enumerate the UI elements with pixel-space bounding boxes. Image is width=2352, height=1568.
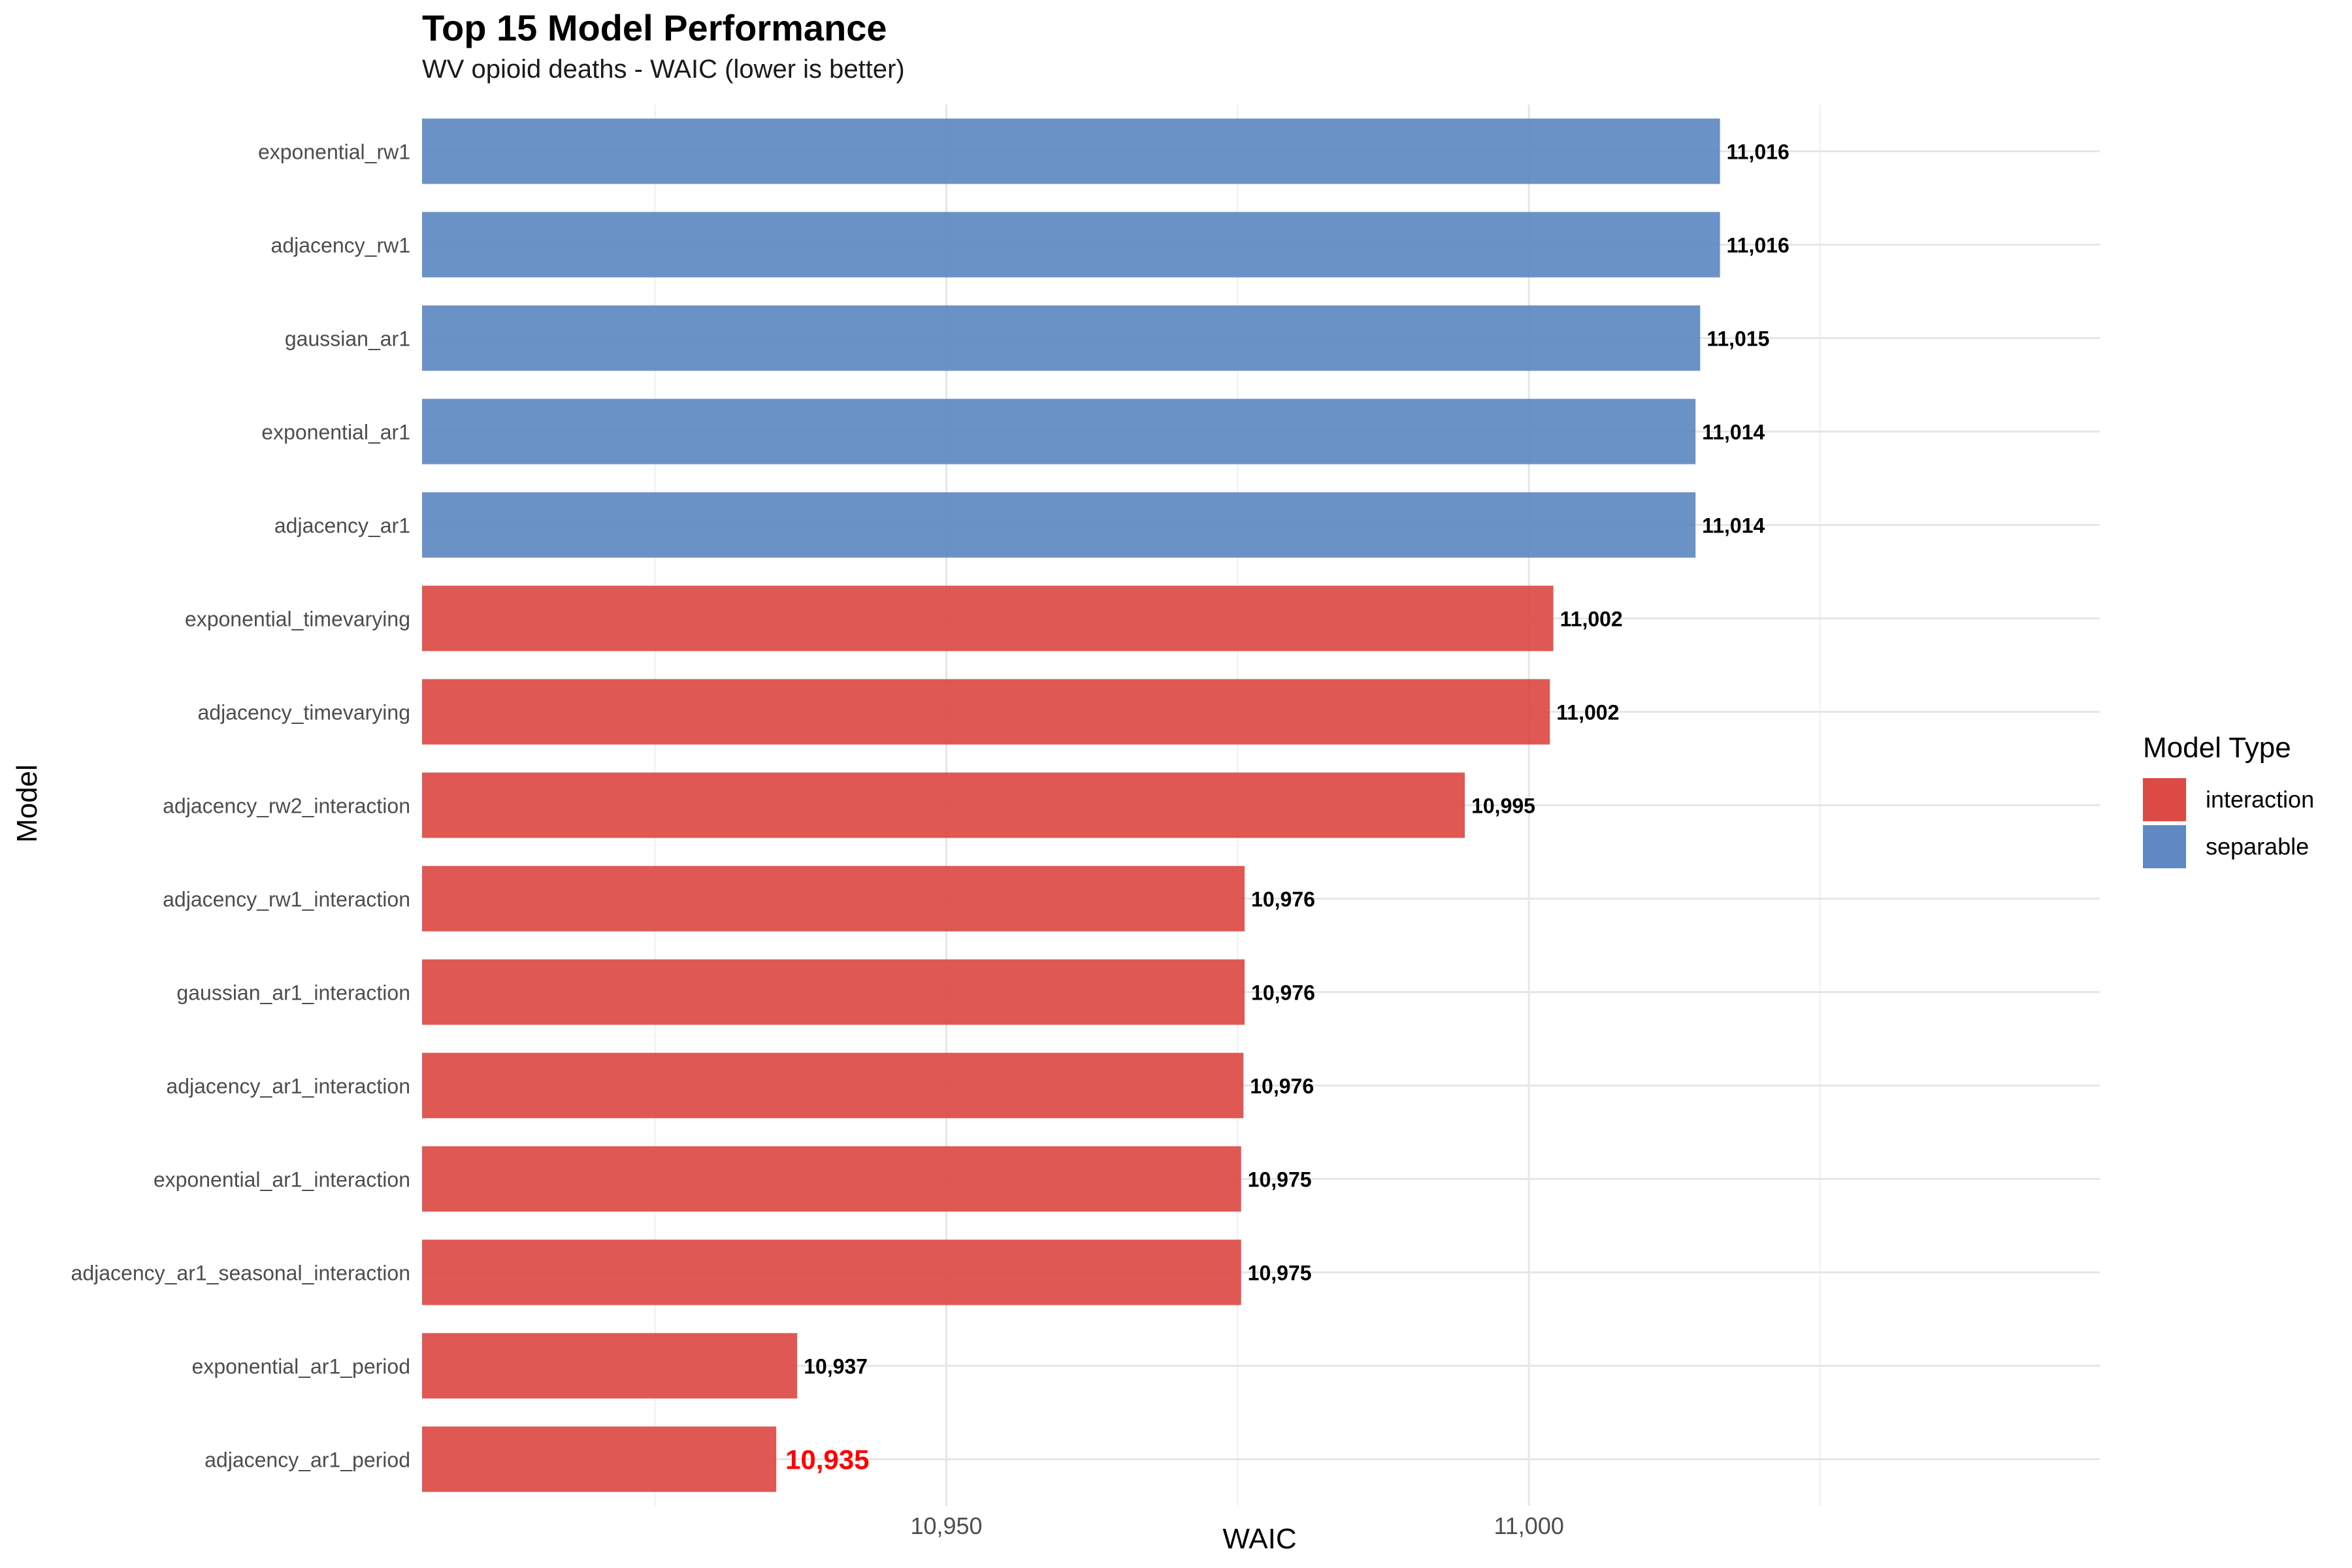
y-tick-label: gaussian_ar1	[285, 327, 410, 351]
data-label: 10,976	[1251, 981, 1315, 1005]
y-tick-label: exponential_timevarying	[185, 608, 410, 631]
legend-item-separable: separable	[2143, 823, 2314, 870]
chart-title: Top 15 Model Performance	[422, 7, 887, 48]
data-label: 11,014	[1702, 421, 1765, 444]
data-label: 10,975	[1248, 1262, 1312, 1285]
y-tick-label: adjacency_ar1	[274, 514, 410, 538]
y-tick-label: adjacency_rw1_interaction	[163, 888, 410, 911]
bar	[422, 118, 1720, 184]
bar	[422, 492, 1696, 558]
x-tick-label: 11,000	[1494, 1512, 1563, 1539]
data-label: 10,976	[1250, 1075, 1314, 1098]
data-label: 11,002	[1560, 608, 1623, 631]
data-label: 10,976	[1251, 888, 1315, 911]
bar	[422, 212, 1720, 278]
bar	[422, 305, 1701, 371]
legend-key-separable	[2143, 825, 2186, 868]
bar	[422, 1239, 1241, 1305]
bar	[422, 866, 1245, 932]
y-tick-label: adjacency_ar1_interaction	[166, 1075, 410, 1098]
bar	[422, 959, 1245, 1025]
bar	[422, 772, 1465, 838]
data-label: 11,016	[1727, 234, 1789, 257]
chart-subtitle: WV opioid deaths - WAIC (lower is better…	[422, 55, 905, 84]
data-label: 11,016	[1727, 140, 1789, 164]
y-tick-label: adjacency_ar1_seasonal_interaction	[71, 1262, 410, 1285]
data-label: 11,015	[1707, 327, 1769, 351]
x-tick-label: 10,950	[910, 1512, 982, 1539]
bar	[422, 1053, 1244, 1119]
y-tick-label: adjacency_timevarying	[198, 701, 411, 725]
legend-label: separable	[2206, 833, 2310, 860]
y-tick-label: exponential_ar1	[261, 421, 410, 444]
legend-key-interaction	[2143, 778, 2186, 821]
legend-label: interaction	[2206, 786, 2315, 813]
y-tick-label: exponential_ar1_interaction	[154, 1168, 410, 1192]
bar	[422, 1333, 798, 1399]
data-label: 10,935	[785, 1445, 869, 1475]
data-label: 11,002	[1556, 701, 1619, 725]
bar	[422, 585, 1554, 651]
legend: Model Type interaction separable	[2143, 732, 2314, 870]
legend-title: Model Type	[2143, 732, 2291, 764]
y-tick-label: gaussian_ar1_interaction	[176, 981, 410, 1005]
data-label: 11,014	[1702, 514, 1765, 538]
bar	[422, 1426, 777, 1492]
legend-item-interaction: interaction	[2143, 776, 2314, 823]
bar	[422, 399, 1696, 465]
y-tick-label: adjacency_rw1	[271, 234, 410, 257]
bar	[422, 679, 1550, 745]
data-label: 10,937	[804, 1355, 868, 1379]
bar	[422, 1146, 1241, 1212]
y-tick-label: adjacency_rw2_interaction	[163, 794, 410, 818]
data-label: 10,995	[1471, 794, 1535, 818]
y-tick-label: exponential_rw1	[258, 140, 410, 164]
y-tick-label: adjacency_ar1_period	[204, 1448, 410, 1472]
y-tick-label: exponential_ar1_period	[192, 1355, 410, 1379]
x-axis-label: WAIC	[1222, 1523, 1297, 1555]
data-label: 10,975	[1248, 1168, 1312, 1192]
